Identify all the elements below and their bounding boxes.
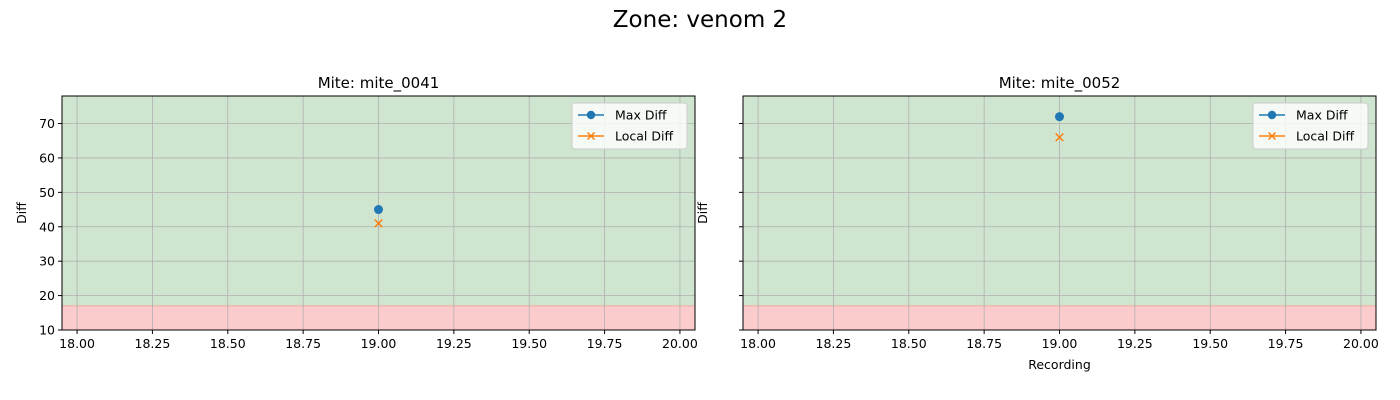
x-tick-label: 18.25	[135, 336, 171, 351]
legend-entry: Local Diff	[1259, 129, 1354, 144]
x-tick-label: 19.25	[436, 336, 472, 351]
legend-marker-x	[1267, 131, 1277, 141]
legend-entry: Max Diff	[1259, 108, 1348, 123]
legend-marker-x	[586, 131, 596, 141]
figure-title: Zone: venom 2	[613, 7, 787, 33]
y-tick-label: 30	[39, 254, 55, 269]
x-tick-label: 19.50	[1192, 336, 1228, 351]
y-axis-label: Diff	[14, 202, 29, 224]
max-diff-point	[374, 205, 383, 215]
legend-marker-circle	[586, 110, 596, 120]
x-tick-label: 20.00	[1343, 336, 1379, 351]
x-tick-label: 20.00	[662, 336, 698, 351]
x-tick-label: 18.00	[59, 336, 95, 351]
legend: Max Diff Local Diff	[571, 102, 688, 150]
y-tick-label: 20	[39, 288, 55, 303]
y-tick-label: 40	[39, 219, 55, 234]
subplot-title: Mite: mite_0052	[999, 74, 1121, 93]
y-tick-label: 10	[39, 323, 55, 338]
x-tick-label: 18.75	[285, 336, 321, 351]
local-diff-marker-stroke	[1055, 132, 1064, 142]
y-tick-label: 70	[39, 116, 55, 131]
x-tick-label: 18.00	[740, 336, 776, 351]
local-diff-point	[374, 218, 383, 228]
legend-label: Local Diff	[1296, 129, 1354, 144]
x-tick-label: 18.50	[891, 336, 927, 351]
local-diff-marker-stroke	[374, 218, 383, 228]
legend-entry: Max Diff	[578, 108, 667, 123]
x-tick-label: 18.75	[966, 336, 1002, 351]
x-axis-label: Recording	[1028, 357, 1091, 372]
local-diff-point	[1055, 132, 1064, 142]
legend-label: Max Diff	[1296, 108, 1348, 123]
max-diff-point	[1055, 112, 1064, 122]
x-tick-label: 18.50	[210, 336, 246, 351]
legend-marker-circle	[1267, 110, 1277, 120]
subplot-mite-0041: 18.00 18.25 18.50 18.75 19.00 19.25 19.50 19.75…	[14, 74, 698, 351]
legend-label: Local Diff	[615, 129, 673, 144]
y-axis-label: Diff	[695, 202, 710, 224]
subplot-title: Mite: mite_0041	[318, 74, 440, 93]
y-tick-label: 60	[39, 150, 55, 165]
subplot-mite-0052: 18.00 18.25 18.50 18.75 19.00 19.25 19.50 19.75…	[695, 74, 1379, 372]
x-tick-label: 19.00	[361, 336, 397, 351]
legend-entry: Local Diff	[578, 129, 673, 144]
x-tick-label: 19.25	[1117, 336, 1153, 351]
y-tick-label: 50	[39, 185, 55, 200]
x-tick-label: 19.75	[1268, 336, 1304, 351]
x-tick-label: 19.00	[1042, 336, 1078, 351]
legend: Max Diff Local Diff	[1252, 102, 1369, 150]
legend-label: Max Diff	[615, 108, 667, 123]
x-tick-label: 18.25	[816, 336, 852, 351]
x-tick-label: 19.75	[587, 336, 623, 351]
x-tick-label: 19.50	[511, 336, 547, 351]
